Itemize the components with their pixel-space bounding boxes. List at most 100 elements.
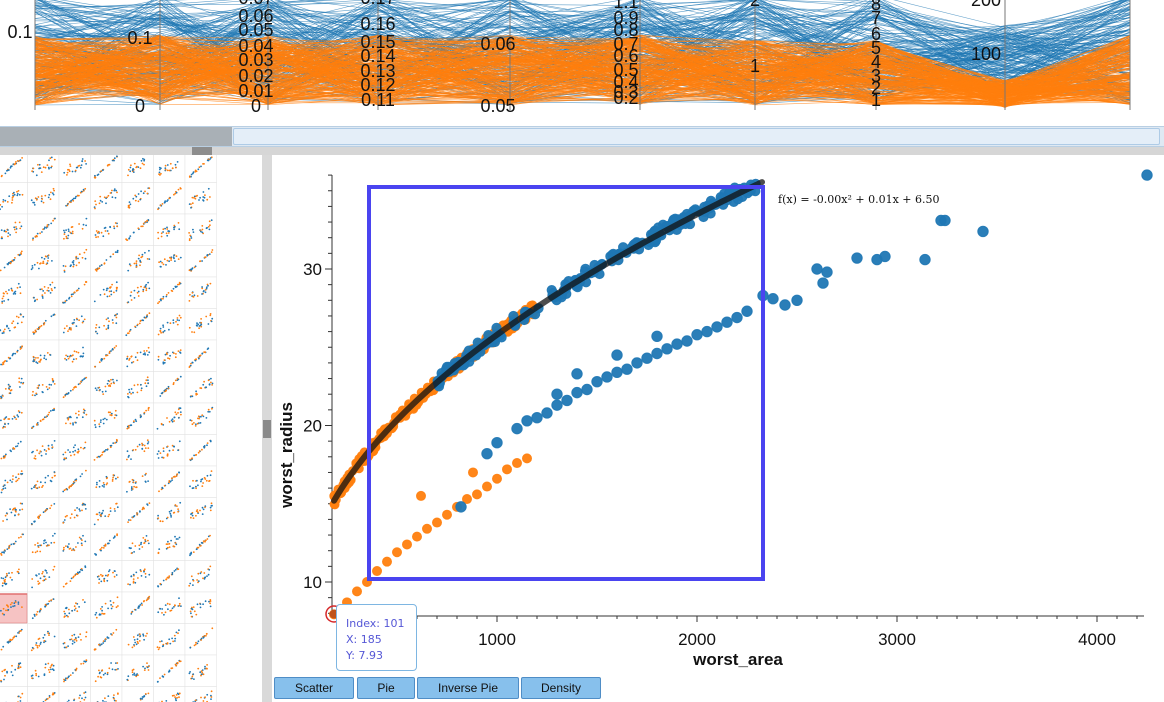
scrollbar-thumb[interactable] [0, 127, 232, 146]
spm-cell[interactable] [121, 591, 154, 624]
spm-cell[interactable] [184, 402, 217, 435]
spm-cell[interactable] [58, 245, 91, 278]
data-point-malignant[interactable] [691, 329, 703, 341]
data-point-malignant[interactable] [561, 394, 573, 407]
data-point-benign[interactable] [512, 458, 522, 469]
spm-cell[interactable] [121, 213, 154, 246]
spm-cell[interactable] [184, 182, 217, 215]
spm-cell[interactable] [121, 155, 154, 183]
tab-scatter[interactable]: Scatter [274, 677, 354, 699]
data-point-malignant[interactable] [551, 388, 563, 400]
spm-cell[interactable] [184, 654, 217, 687]
scatterplot-matrix[interactable] [0, 155, 262, 702]
data-point-malignant[interactable] [601, 371, 613, 383]
spm-cell[interactable] [184, 528, 217, 561]
data-point-malignant[interactable] [919, 253, 931, 266]
data-point-malignant[interactable] [701, 325, 713, 338]
spm-cell[interactable] [184, 339, 217, 372]
spm-cell[interactable] [153, 686, 186, 702]
spm-cell[interactable] [184, 371, 217, 404]
spm-cell[interactable] [0, 591, 29, 625]
data-point-malignant[interactable] [611, 366, 623, 378]
spm-cell[interactable] [58, 308, 91, 341]
spm-cell[interactable] [184, 560, 217, 593]
data-point-malignant[interactable] [511, 422, 523, 435]
selection-box[interactable] [367, 185, 765, 581]
tab-pie[interactable]: Pie [357, 677, 415, 699]
spm-cell[interactable] [27, 245, 60, 278]
spm-cell[interactable] [121, 623, 154, 656]
spm-cell[interactable] [121, 434, 154, 467]
spm-cell[interactable] [90, 245, 123, 278]
data-point-benign[interactable] [352, 586, 362, 597]
spm-cell[interactable] [153, 371, 186, 404]
data-point-malignant[interactable] [581, 383, 593, 396]
data-point-malignant[interactable] [1141, 169, 1153, 181]
data-point-malignant[interactable] [671, 338, 683, 350]
data-point-benign[interactable] [422, 523, 432, 534]
data-point-benign[interactable] [482, 481, 492, 492]
spm-cell[interactable] [90, 623, 123, 656]
spm-cell[interactable] [153, 308, 186, 341]
spm-cell[interactable] [121, 245, 154, 278]
divider-handle[interactable] [192, 147, 212, 155]
data-point-benign[interactable] [442, 509, 452, 520]
data-point-malignant[interactable] [571, 368, 583, 380]
spm-cell[interactable] [58, 497, 91, 530]
spm-cell[interactable] [184, 155, 217, 183]
spm-cell[interactable] [90, 434, 123, 467]
spm-cell[interactable] [58, 402, 91, 435]
data-point-benign[interactable] [412, 531, 422, 542]
data-point-benign[interactable] [462, 494, 472, 505]
spm-cell[interactable] [58, 591, 91, 624]
spm-cell[interactable] [90, 465, 123, 498]
scatterplot-matrix-panel[interactable] [0, 155, 262, 702]
spm-cell[interactable] [121, 402, 154, 435]
horizontal-scrollbar[interactable] [0, 126, 1164, 147]
spm-cell[interactable] [0, 465, 28, 498]
spm-cell[interactable] [153, 402, 186, 435]
spm-cell[interactable] [153, 276, 186, 309]
data-point-benign[interactable] [402, 539, 412, 550]
spm-cell[interactable] [58, 434, 91, 467]
data-point-malignant[interactable] [651, 330, 663, 342]
spm-cell[interactable] [58, 465, 91, 498]
spm-cell[interactable] [27, 339, 60, 372]
spm-cell[interactable] [121, 497, 154, 530]
spm-cell[interactable] [27, 155, 60, 183]
data-point-malignant[interactable] [531, 411, 543, 424]
spm-cell[interactable] [27, 402, 60, 435]
data-point-malignant[interactable] [767, 293, 779, 305]
spm-cell[interactable] [0, 434, 28, 467]
spm-cell[interactable] [90, 402, 123, 435]
spm-cell[interactable] [0, 654, 28, 687]
spm-cell[interactable] [184, 497, 217, 530]
spm-cell[interactable] [184, 213, 217, 246]
spm-cell[interactable] [121, 686, 154, 702]
spm-cell[interactable] [153, 465, 186, 498]
spm-cell[interactable] [153, 155, 186, 183]
spm-cell[interactable] [58, 623, 91, 656]
spm-cell[interactable] [90, 213, 123, 246]
data-point-malignant[interactable] [571, 386, 583, 399]
data-point-malignant[interactable] [721, 316, 733, 328]
spm-cell-selected[interactable] [0, 593, 29, 625]
spm-cell[interactable] [90, 528, 123, 561]
data-point-malignant[interactable] [521, 415, 533, 427]
data-point-malignant[interactable] [851, 252, 863, 264]
splitter-grip[interactable] [263, 420, 271, 438]
spm-cell[interactable] [90, 276, 123, 309]
parallel-coordinates-panel[interactable]: 0.10.100.070.060.050.040.030.020.0100.17… [0, 0, 1164, 126]
tab-density[interactable]: Density [521, 677, 601, 699]
data-point-malignant[interactable] [631, 357, 643, 369]
data-point-malignant[interactable] [791, 294, 803, 307]
data-point-malignant[interactable] [661, 343, 673, 355]
spm-cell[interactable] [90, 497, 123, 530]
data-point-malignant[interactable] [977, 225, 989, 238]
spm-cell[interactable] [121, 182, 154, 215]
tab-inverse-pie[interactable]: Inverse Pie [417, 677, 519, 699]
data-point-malignant[interactable] [621, 363, 633, 375]
data-point-malignant[interactable] [731, 311, 743, 324]
spm-cell[interactable] [58, 155, 91, 183]
spm-cell[interactable] [184, 245, 217, 278]
